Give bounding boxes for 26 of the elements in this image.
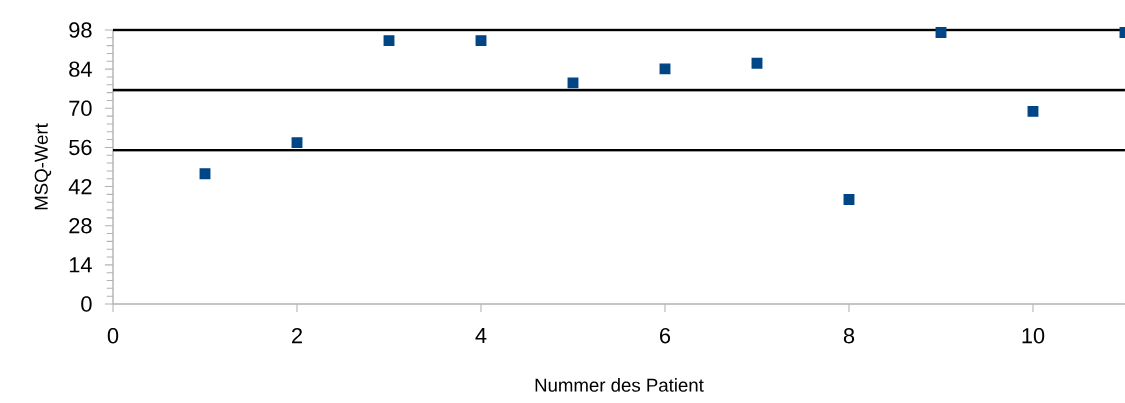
point <box>567 77 579 89</box>
x-tick-label: 6 <box>660 328 671 344</box>
point <box>659 63 671 75</box>
x-tick-label: 4 <box>475 328 487 344</box>
y-tick-label: 0 <box>81 296 92 312</box>
point <box>199 168 211 180</box>
x-tick-label: 2 <box>292 328 302 344</box>
y-tick-label: 98 <box>69 22 92 38</box>
point <box>383 35 395 47</box>
y-tick-label: 14 <box>69 257 92 273</box>
y-axis-title: MSQ-Wert <box>34 123 52 210</box>
point <box>1027 105 1039 117</box>
point <box>291 137 303 149</box>
y-tick-label: 42 <box>68 178 92 195</box>
y-tick-label: 70 <box>69 100 92 116</box>
x-axis-title: Nummer des Patient <box>535 378 704 392</box>
point <box>935 27 947 38</box>
point <box>843 193 855 205</box>
x-tick-label: 10 <box>1022 328 1045 344</box>
x-tick-label: 8 <box>843 328 855 344</box>
point <box>475 35 487 47</box>
y-tick-label: 84 <box>69 61 92 77</box>
y-tick-label: 28 <box>69 218 92 234</box>
x-tick-label: 0 <box>107 328 119 344</box>
point <box>751 57 763 69</box>
y-tick-label: 56 <box>69 139 92 156</box>
